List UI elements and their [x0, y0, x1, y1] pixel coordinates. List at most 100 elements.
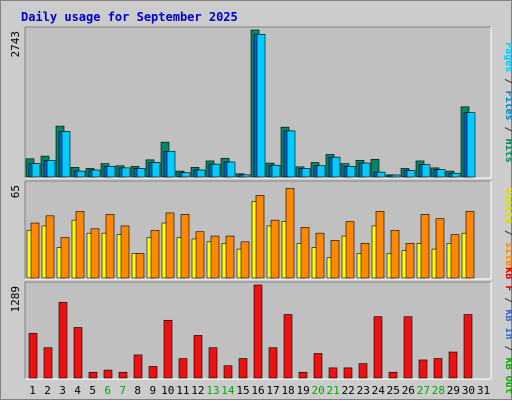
bar-sites: [390, 229, 400, 279]
bar-kb-f: [253, 284, 263, 379]
day-label: 12: [191, 384, 204, 397]
day-label: 23: [357, 384, 370, 397]
bar-sites: [285, 188, 295, 279]
day-label: 28: [432, 384, 445, 397]
day-label: 25: [387, 384, 400, 397]
day-label: 14: [221, 384, 235, 397]
bar-kb-f: [358, 363, 368, 379]
day-label: 15: [236, 384, 249, 397]
legend-entry: Pages: [503, 42, 512, 72]
bar-pages: [436, 169, 446, 178]
bar-pages: [421, 164, 431, 178]
panel-max-label: 65: [9, 185, 22, 198]
bar-sites: [315, 232, 325, 279]
day-label: 16: [251, 384, 264, 397]
bar-kb-f: [73, 327, 83, 379]
bar-pages: [331, 156, 341, 178]
bar-pages: [76, 170, 86, 178]
bar-kb-f: [268, 347, 278, 379]
bar-kb-f: [433, 358, 443, 379]
bar-pages: [151, 162, 161, 178]
bar-kb-f: [388, 371, 398, 379]
bar-kb-f: [208, 347, 218, 379]
legend-entry: /: [503, 121, 512, 139]
bar-sites: [180, 214, 190, 279]
bar-sites: [105, 214, 115, 279]
legend-entry: /: [503, 340, 512, 358]
bar-pages: [31, 163, 41, 178]
bar-kb-f: [193, 335, 203, 379]
bar-kb-f: [103, 369, 113, 379]
bar-kb-f: [28, 332, 38, 379]
bar-sites: [45, 215, 55, 279]
legend-entry: KB In: [503, 309, 512, 339]
day-label: 31: [477, 384, 490, 397]
bar-sites: [90, 228, 100, 279]
legend-entry: KB F: [503, 267, 512, 291]
legend-entry: Hits: [503, 139, 512, 163]
chart-title: Daily usage for September 2025: [21, 10, 238, 24]
bar-sites: [345, 221, 355, 279]
day-label: 9: [149, 384, 156, 397]
bar-kb-f: [463, 314, 473, 379]
bar-pages: [391, 174, 401, 178]
bar-pages: [196, 169, 206, 178]
bar-pages: [136, 168, 146, 178]
bar-kb-f: [313, 353, 323, 379]
bar-pages: [346, 165, 356, 178]
bar-sites: [225, 235, 235, 279]
day-label: 20: [312, 384, 325, 397]
bar-kb-f: [43, 347, 53, 379]
bar-kb-f: [418, 359, 428, 379]
bar-kb-f: [133, 354, 143, 379]
bar-kb-f: [283, 314, 293, 379]
bar-sites: [270, 219, 280, 279]
legend-entry: /: [503, 291, 512, 309]
day-label: 18: [281, 384, 294, 397]
bar-pages: [466, 112, 476, 178]
day-label: 13: [206, 384, 219, 397]
chart-marks: [25, 29, 476, 379]
legend-entry: /: [503, 72, 512, 90]
bar-sites: [360, 242, 370, 279]
bar-kb-f: [343, 367, 353, 379]
bar-sites: [120, 225, 130, 279]
day-label: 19: [296, 384, 309, 397]
bar-sites: [375, 211, 385, 279]
day-label: 17: [266, 384, 279, 397]
bar-pages: [181, 172, 191, 178]
legend-entry: /: [503, 224, 512, 242]
bar-pages: [406, 170, 416, 178]
bar-pages: [226, 161, 236, 178]
day-label: 7: [119, 384, 126, 397]
legend-entry: Sites: [503, 242, 512, 272]
panel-max-label: 2743: [9, 31, 22, 58]
day-label: 4: [74, 384, 81, 397]
bar-kb-f: [403, 316, 413, 379]
day-label: 8: [134, 384, 141, 397]
bar-kb-f: [223, 365, 233, 379]
bar-pages: [301, 168, 311, 178]
bar-pages: [46, 160, 56, 178]
bar-pages: [376, 171, 386, 178]
bar-pages: [61, 131, 71, 178]
day-label: 29: [447, 384, 460, 397]
bar-kb-f: [118, 371, 128, 379]
day-label: 22: [342, 384, 355, 397]
bar-kb-f: [88, 371, 98, 379]
bar-kb-f: [373, 316, 383, 379]
bar-sites: [435, 218, 445, 279]
day-label: 5: [89, 384, 96, 397]
legend-entry: Files: [503, 90, 512, 120]
bar-pages: [91, 169, 101, 178]
bar-sites: [135, 253, 145, 279]
legend-entry: KB Out: [503, 358, 512, 394]
day-label: 10: [161, 384, 174, 397]
day-label: 21: [327, 384, 340, 397]
bar-pages: [286, 130, 296, 178]
bar-pages: [451, 172, 461, 178]
day-label: 6: [104, 384, 111, 397]
bar-pages: [241, 174, 251, 178]
day-label: 3: [59, 384, 66, 397]
bar-sites: [195, 231, 205, 279]
